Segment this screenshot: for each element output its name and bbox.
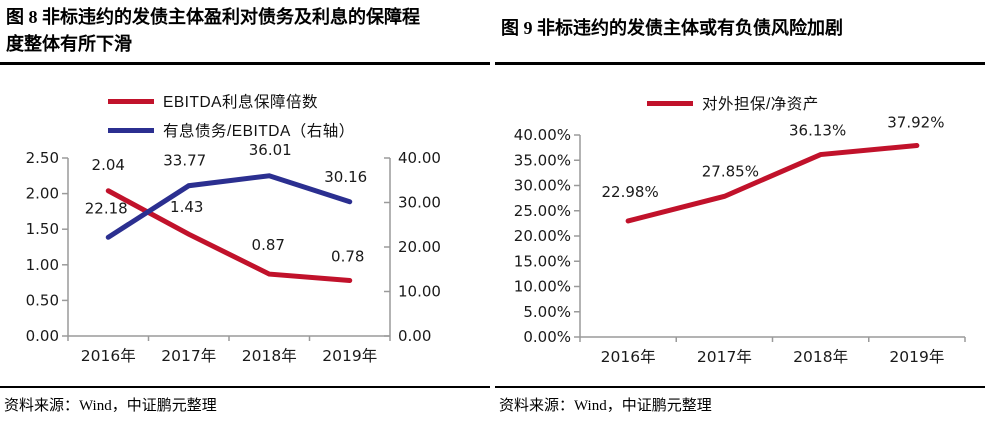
y-tick-label: 40.00%: [514, 126, 571, 144]
y-tick-label: 5.00%: [523, 303, 571, 321]
figure-8-legend: EBITDA利息保障倍数有息债务/EBITDA（右轴）: [108, 90, 355, 141]
data-point-label: 36.01: [249, 141, 292, 159]
y-tick-label: 35.00%: [514, 151, 571, 169]
x-tick-label: 2016年: [81, 347, 136, 365]
y-tick-label: 10.00%: [514, 278, 571, 296]
y-tick-label: 2.50: [26, 149, 59, 167]
figure-8-source: 资料来源：Wind，中证鹏元整理: [0, 386, 490, 415]
y-tick-label: 1.00: [26, 256, 59, 274]
figure-9-legend: 对外担保/净资产: [647, 92, 819, 114]
figure-9-header: 图 9 非标违约的发债主体或有负债风险加剧: [495, 0, 985, 65]
data-point-label: 1.43: [170, 198, 203, 216]
legend-line-swatch: [647, 100, 693, 106]
data-point-label: 22.18: [85, 199, 128, 217]
y-tick-label: 40.00: [398, 149, 441, 167]
y-tick-label: 25.00%: [514, 202, 571, 220]
x-tick-label: 2017年: [697, 348, 752, 366]
y-tick-label: 30.00%: [514, 177, 571, 195]
data-point-label: 37.92%: [887, 114, 944, 132]
figure-8-title: 图 8 非标违约的发债主体盈利对债务及利息的保障程度整体有所下滑: [6, 7, 420, 54]
figure-8-panel: 图 8 非标违约的发债主体盈利对债务及利息的保障程度整体有所下滑 EBITDA利…: [0, 0, 490, 415]
x-tick-label: 2018年: [793, 348, 848, 366]
legend-label: 有息债务/EBITDA（右轴）: [163, 123, 355, 140]
y-tick-label: 0.00: [26, 327, 59, 345]
data-point-label: 27.85%: [702, 162, 759, 180]
legend-label: EBITDA利息保障倍数: [163, 94, 318, 111]
legend-item: 有息债务/EBITDA（右轴）: [108, 119, 355, 141]
y-tick-label: 0.00%: [523, 328, 571, 346]
x-tick-label: 2017年: [161, 347, 216, 365]
figure-9-chart: 40.00% 35.00% 30.00% 25.00% 20.00% 15.00% 10.0…: [514, 114, 966, 366]
data-point-label: 36.13%: [789, 122, 846, 140]
y-tick-label: 20.00%: [514, 227, 571, 245]
figure-9-source: 资料来源：Wind，中证鹏元整理: [495, 386, 985, 415]
y-tick-label: 0.00: [398, 327, 431, 345]
figure-9-title: 图 9 非标违约的发债主体或有负债风险加剧: [501, 18, 843, 38]
data-point-label: 30.16: [324, 168, 367, 186]
x-tick-label: 2016年: [601, 348, 656, 366]
y-tick-label: 0.50: [26, 291, 59, 309]
data-point-label: 2.04: [92, 156, 125, 174]
legend-item: 对外担保/净资产: [647, 92, 819, 114]
y-tick-label: 10.00: [398, 283, 441, 301]
figure-8-chart: 2.50 2.00 1.50 1.00 0.50 0.00 40.00 30.00 20.00 1…: [26, 141, 441, 365]
data-point-label: 33.77: [163, 152, 206, 170]
y-tick-label: 1.50: [26, 220, 59, 238]
data-point-label: 0.78: [331, 247, 364, 265]
x-tick-label: 2018年: [242, 347, 297, 365]
legend-line-swatch: [108, 98, 154, 104]
x-tick-label: 2019年: [322, 347, 377, 365]
figure-9-panel: 图 9 非标违约的发债主体或有负债风险加剧 对外担保/净资产 40.00% 35.…: [495, 0, 990, 423]
figure-8-header: 图 8 非标违约的发债主体盈利对债务及利息的保障程度整体有所下滑: [0, 0, 490, 65]
y-tick-label: 20.00: [398, 238, 441, 256]
y-tick-label: 2.00: [26, 185, 59, 203]
series-line: [105, 188, 353, 283]
legend-line-swatch: [108, 127, 154, 133]
series-line: [105, 173, 353, 240]
y-tick-label: 15.00%: [514, 252, 571, 270]
legend-label: 对外担保/净资产: [702, 96, 819, 113]
x-tick-label: 2019年: [889, 348, 944, 366]
data-point-label: 0.87: [252, 236, 285, 254]
legend-item: EBITDA利息保障倍数: [108, 90, 355, 112]
data-point-label: 22.98%: [602, 183, 659, 201]
y-tick-label: 30.00: [398, 194, 441, 212]
series-line: [625, 143, 920, 224]
